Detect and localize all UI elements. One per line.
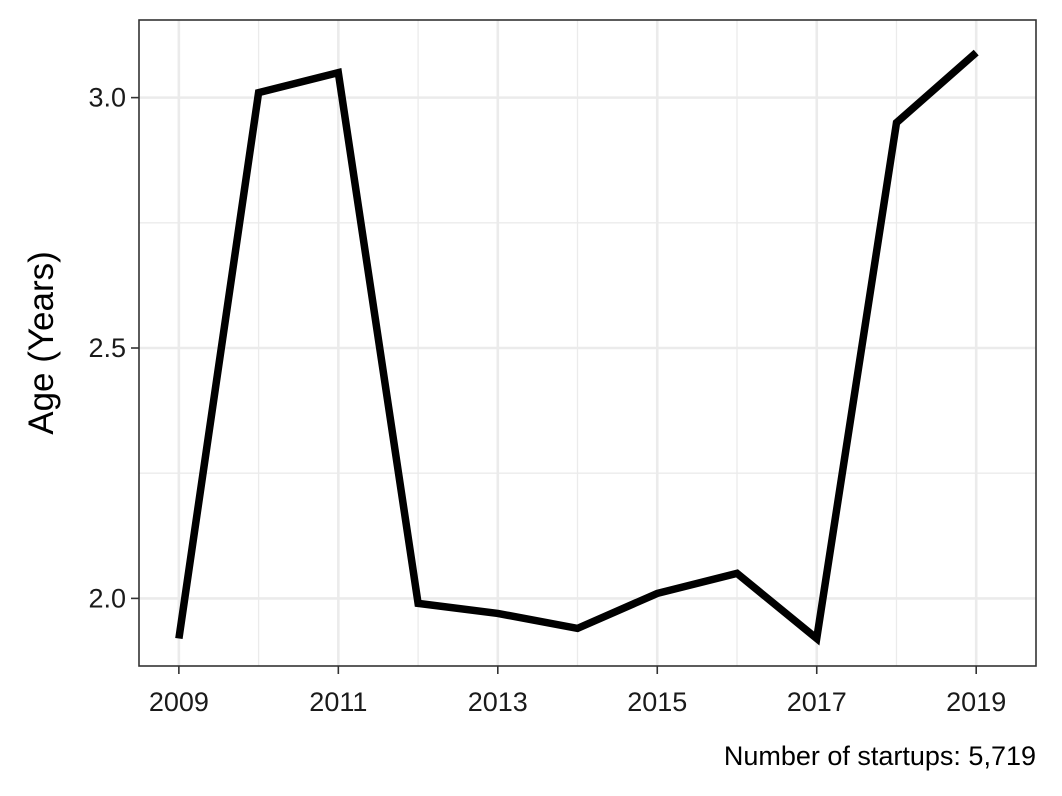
major-gridlines bbox=[139, 20, 1036, 666]
y-tick-label: 2.0 bbox=[88, 583, 126, 613]
x-axis: 2009 2011 2013 2015 2017 2019 bbox=[149, 666, 1006, 717]
x-tick-label: 2019 bbox=[946, 687, 1006, 717]
plot-panel-border bbox=[138, 19, 1037, 667]
y-tick-label: 2.5 bbox=[88, 333, 126, 363]
x-tick-label: 2011 bbox=[309, 687, 367, 717]
y-axis-title: Age (Years) bbox=[22, 251, 61, 435]
chart-caption: Number of startups: 5,719 bbox=[724, 741, 1036, 771]
plot-background bbox=[139, 20, 1036, 666]
x-tick-label: 2017 bbox=[787, 687, 847, 717]
x-tick-label: 2009 bbox=[149, 687, 209, 717]
y-tick-label: 3.0 bbox=[88, 83, 126, 113]
series-layer bbox=[175, 49, 979, 646]
y-axis: 2.0 2.5 3.0 bbox=[88, 83, 139, 613]
series-line bbox=[175, 49, 979, 646]
minor-gridlines bbox=[139, 20, 1036, 666]
x-tick-label: 2013 bbox=[468, 687, 528, 717]
x-tick-label: 2015 bbox=[627, 687, 687, 717]
